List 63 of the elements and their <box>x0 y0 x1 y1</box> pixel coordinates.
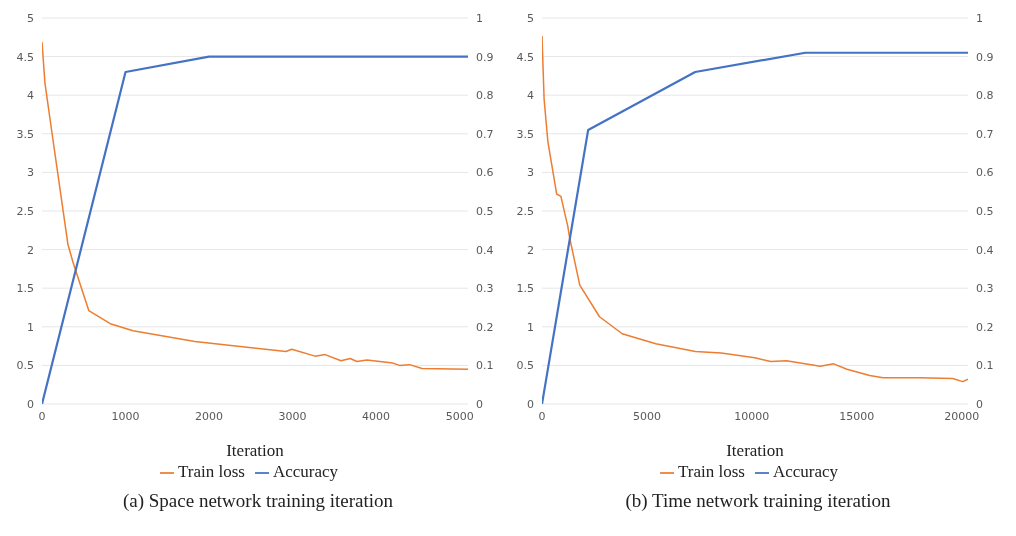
y-tick-label: 4.5 <box>516 50 534 64</box>
y2-tick-label: 0.1 <box>976 359 994 373</box>
y2-tick-label: 0.9 <box>976 50 994 64</box>
y-tick-label: 1.5 <box>516 282 534 296</box>
x-axis-title: Iteration <box>226 441 285 460</box>
y2-tick-label: 0.3 <box>476 282 494 296</box>
y2-tick-label: 0.8 <box>476 89 494 103</box>
y2-tick-label: 1 <box>476 11 483 25</box>
y-tick-label: 0 <box>527 397 534 411</box>
y2-tick-label: 0.1 <box>476 359 494 373</box>
y2-tick-label: 0.7 <box>976 127 994 141</box>
y2-tick-label: 0.2 <box>976 320 994 334</box>
y-tick-label: 2.5 <box>516 204 534 218</box>
y-tick-label: 5 <box>527 11 534 25</box>
y-tick-label: 1 <box>527 320 534 334</box>
x-tick-label: 0 <box>538 409 546 423</box>
y2-tick-label: 0 <box>476 397 483 411</box>
x-tick-label: 2000 <box>195 409 224 423</box>
text: (b) Time network training iteration <box>624 490 892 512</box>
y-tick-label: 2 <box>527 243 534 257</box>
y-tick-label: 3.5 <box>16 127 34 141</box>
y-tick-label: 0.5 <box>16 359 34 373</box>
y-tick-label: 2.5 <box>16 204 34 218</box>
legend-label: Train loss <box>677 462 745 481</box>
x-tick-label: 15000 <box>839 409 875 423</box>
y2-tick-label: 0.3 <box>976 282 994 296</box>
y-tick-label: 3 <box>527 166 534 180</box>
legend-label: Accuracy <box>272 462 339 481</box>
x-tick-label: 10000 <box>734 409 770 423</box>
y2-tick-label: 0.2 <box>476 320 494 334</box>
x-tick-label: 0 <box>38 409 46 423</box>
y-tick-label: 5 <box>27 11 34 25</box>
y2-tick-label: 0.4 <box>976 243 994 257</box>
y-tick-label: 0.5 <box>516 359 534 373</box>
y2-tick-label: 0.8 <box>976 89 994 103</box>
y-tick-label: 3 <box>27 166 34 180</box>
y-tick-label: 4 <box>27 89 34 103</box>
y2-tick-label: 0 <box>976 397 983 411</box>
y2-tick-label: 0.5 <box>476 204 494 218</box>
y2-tick-label: 0.4 <box>476 243 494 257</box>
y2-tick-label: 0.9 <box>476 50 494 64</box>
y2-tick-label: 1 <box>976 11 983 25</box>
y-tick-label: 3.5 <box>516 127 534 141</box>
y-tick-label: 4 <box>527 89 534 103</box>
x-tick-label: 5000 <box>632 409 661 423</box>
y2-tick-label: 0.7 <box>476 127 494 141</box>
y-tick-label: 1.5 <box>16 282 34 296</box>
legend-label: Accuracy <box>772 462 839 481</box>
y-tick-label: 2 <box>27 243 34 257</box>
y2-tick-label: 0.6 <box>476 166 494 180</box>
y-tick-label: 1 <box>27 320 34 334</box>
x-tick-label: 3000 <box>278 409 307 423</box>
legend-label: Train loss <box>177 462 245 481</box>
x-tick-label: 5000 <box>445 409 474 423</box>
x-axis-title: Iteration <box>726 441 785 460</box>
y-tick-label: 4.5 <box>16 50 34 64</box>
text: (a) Space network training iteration <box>121 490 395 512</box>
y2-tick-label: 0.5 <box>976 204 994 218</box>
x-tick-label: 20000 <box>944 409 980 423</box>
y-tick-label: 0 <box>27 397 34 411</box>
x-tick-label: 4000 <box>362 409 391 423</box>
x-tick-label: 1000 <box>111 409 140 423</box>
y2-tick-label: 0.6 <box>976 166 994 180</box>
